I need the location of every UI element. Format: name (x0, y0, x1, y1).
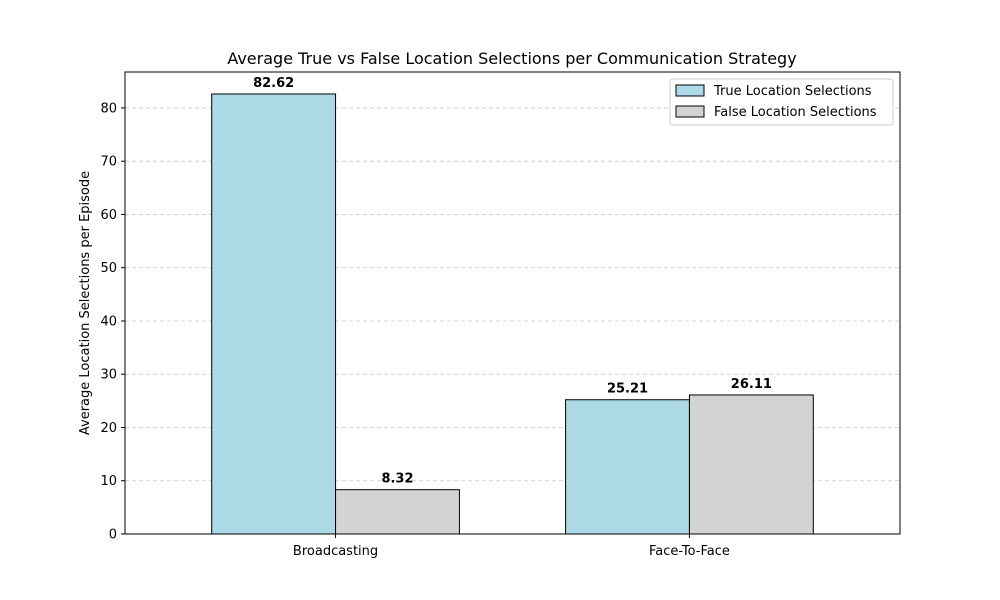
y-tick-label: 80 (100, 101, 117, 116)
legend-swatch-false (675, 105, 705, 118)
y-axis-ticks: 0 10 20 30 40 50 60 70 80 (100, 101, 125, 543)
x-axis-ticks: Broadcasting Face-To-Face (293, 534, 730, 559)
y-tick-label: 60 (100, 208, 117, 223)
y-tick-label: 20 (100, 421, 117, 436)
bar-false-1 (688, 394, 814, 535)
legend: True Location Selections False Location … (669, 78, 894, 126)
y-axis-label: Average Location Selections per Episode (78, 171, 93, 435)
value-labels: 82.62 25.21 8.32 26.11 (253, 76, 772, 487)
bar-value-label: 8.32 (381, 472, 413, 487)
bar-true-1 (565, 399, 690, 535)
legend-label-true: True Location Selections (713, 84, 872, 99)
bar-true-0 (211, 93, 337, 535)
y-tick-label: 10 (100, 474, 117, 489)
chart-title: Average True vs False Location Selection… (227, 49, 796, 68)
y-tick-label: 40 (100, 314, 117, 329)
bars (211, 93, 814, 535)
bar-value-label: 26.11 (731, 377, 772, 392)
bar-value-label: 25.21 (607, 382, 648, 397)
bar-false-0 (335, 489, 460, 535)
legend-frame (669, 78, 894, 126)
legend-swatch-true (675, 84, 705, 97)
plot-frame (124, 71, 901, 535)
x-tick-label: Face-To-Face (649, 544, 730, 559)
y-tick-label: 30 (100, 368, 117, 383)
y-tick-label: 50 (100, 261, 117, 276)
bar-value-label: 82.62 (253, 76, 294, 91)
y-tick-label: 0 (109, 528, 117, 543)
legend-label-false: False Location Selections (714, 105, 877, 120)
x-tick-label: Broadcasting (293, 544, 378, 559)
y-tick-label: 70 (100, 155, 117, 170)
